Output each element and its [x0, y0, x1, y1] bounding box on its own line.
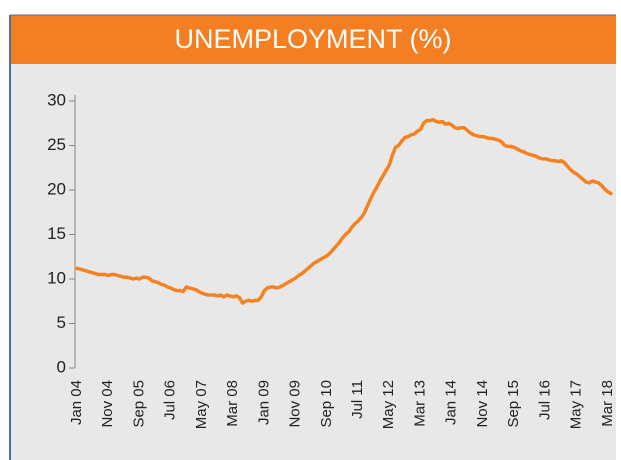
x-tick-label: Jan 14	[443, 380, 460, 425]
x-tick-label: Jul 16	[536, 380, 553, 420]
header-bar	[10, 15, 616, 64]
x-tick-label: Jan 04	[68, 380, 85, 425]
y-tick-label: 0	[57, 357, 66, 376]
x-tick-label: Sep 05	[130, 380, 147, 428]
x-tick-label: Sep 15	[505, 380, 522, 428]
y-tick-label: 10	[47, 268, 66, 287]
y-tick-label: 25	[47, 135, 66, 154]
x-tick-label: Jul 06	[162, 380, 179, 420]
x-tick-label: May 17	[568, 380, 585, 429]
y-tick-label: 15	[47, 224, 66, 243]
x-tick-label: Sep 10	[318, 380, 335, 428]
x-tick-label: Nov 14	[474, 380, 491, 428]
x-tick-label: Nov 09	[287, 380, 304, 428]
x-tick-label: Mar 13	[411, 380, 428, 427]
x-tick-label: May 07	[193, 380, 210, 429]
x-tick-label: Mar 18	[599, 380, 616, 427]
line-series	[75, 117, 613, 305]
x-tick-label: Jul 11	[349, 380, 366, 419]
y-tick-label: 5	[57, 313, 66, 332]
x-tick-label: May 12	[380, 380, 397, 429]
y-tick-label: 20	[47, 179, 66, 198]
x-tick-label: Nov 04	[99, 380, 116, 428]
chart-title: UNEMPLOYMENT (%)	[174, 24, 451, 54]
y-tick-label: 30	[47, 90, 66, 109]
x-tick-label: Mar 08	[224, 380, 241, 427]
x-tick-label: Jan 09	[255, 380, 272, 425]
